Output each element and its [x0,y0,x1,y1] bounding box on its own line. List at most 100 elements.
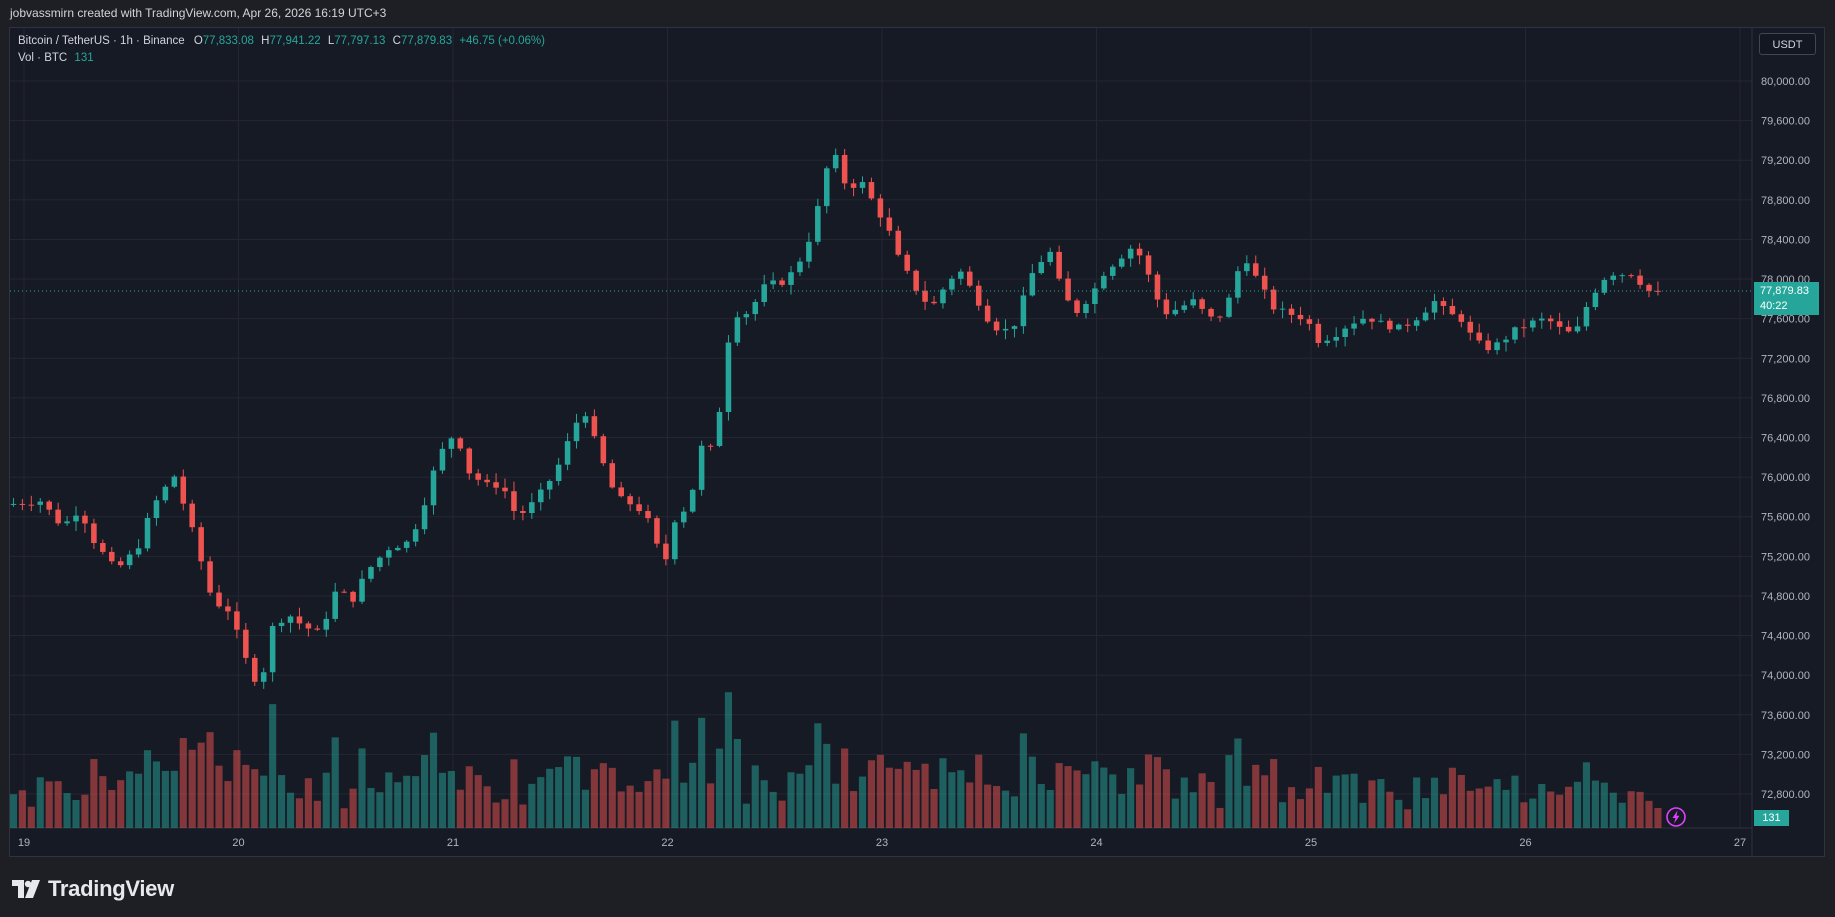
candle-body [457,438,464,449]
candle-body [797,261,803,273]
volume-bar [564,756,572,828]
candle-body [144,518,151,549]
candle-body [1047,251,1053,263]
tradingview-logo[interactable]: TradingView [12,876,174,902]
volume-bar [1127,768,1135,828]
candle-body [1521,327,1527,329]
volume-bar [1305,788,1313,828]
candle-body [743,314,750,318]
candle-body [1655,290,1661,292]
volume-bar [1529,798,1537,828]
candle-body [1413,320,1420,326]
candle-body [609,463,616,488]
volume-bar [1350,773,1358,828]
price-tick-label: 72,800.00 [1761,789,1810,801]
price-tick-label: 80,000.00 [1761,76,1810,88]
bar-countdown: 40:22 [1760,300,1788,312]
candle-body [868,182,875,199]
candle-body [913,270,919,291]
candle-body [1101,275,1107,289]
candle-body [1181,305,1188,310]
volume-label[interactable]: Vol · BTC [18,52,68,64]
candle-body [82,515,88,524]
volume-bar [1091,761,1099,828]
volume-bar [27,806,35,828]
candle-body [1011,326,1018,329]
candle-body [689,489,696,512]
candle-body [162,486,169,501]
volume-bar [179,738,187,828]
volume-bar [483,786,491,828]
candle-body [64,521,70,524]
candle-body [421,505,428,530]
volume-bar [1422,798,1430,828]
candle-body [582,416,589,423]
volume-bar [742,803,750,828]
candle-body [663,543,669,560]
candle-body [10,503,17,505]
candle-body [207,561,213,593]
candle-body [1092,288,1098,304]
price-tick-label: 76,400.00 [1761,433,1810,445]
volume-bar [966,782,974,828]
volume-bar [63,793,71,828]
candle-body [377,557,383,568]
volume-bar [1547,791,1555,828]
candle-body [368,567,374,579]
volume-bar [841,748,849,828]
candle-body [680,511,687,523]
volume-price-label: 131 [1754,810,1789,826]
candle-body [1619,275,1625,277]
candle-body [520,510,526,514]
volume-bar [18,790,26,828]
candle-body [171,476,178,487]
volume-bar [1502,789,1510,828]
candle-body [654,518,660,544]
lightning-icon[interactable] [1665,806,1687,828]
volume-bar [170,770,178,828]
close-value: 77,879.83 [400,35,453,47]
candle-body [1038,262,1045,274]
candle-body [466,448,473,474]
volume-bar [1573,781,1582,828]
candle-body [1538,318,1545,321]
candle-body [1190,299,1196,306]
currency-selector[interactable]: USDT [1759,33,1816,55]
price-tick-label: 73,200.00 [1761,749,1810,761]
chart-pane[interactable] [9,27,1825,857]
price-tick-label: 78,400.00 [1761,234,1810,246]
candle-body [1065,278,1071,301]
price-tick-label: 79,200.00 [1761,155,1810,167]
volume-bar [1609,792,1617,828]
candle-body [734,317,741,343]
volume-bar [581,789,590,828]
volume-bar [251,769,259,828]
volume-bar [885,767,893,828]
candle-body [564,441,571,465]
volume-bar [1323,792,1331,828]
volume-bar [1466,790,1474,828]
volume-bar [894,768,902,828]
candle-body [618,487,624,497]
volume-bar [814,723,822,828]
candle-body [439,448,446,471]
volume-bar [376,792,384,828]
volume-bar [510,759,518,828]
candle-body [841,154,848,184]
volume-bar [805,765,813,828]
candle-body [546,480,553,490]
symbol-title[interactable]: Bitcoin / TetherUS · 1h · Binance [18,35,185,47]
candle-body [1297,314,1304,320]
candle-body [1628,275,1634,277]
volume-bar [1189,792,1197,828]
candle-body [135,548,142,555]
candle-body [386,550,392,558]
candle-body [1244,263,1250,272]
volume-bar [1582,762,1591,828]
volume-bar [1645,800,1653,828]
volume-bar [1243,785,1251,828]
volume-bar [698,717,706,828]
volume-bar [1475,788,1483,828]
candle-body [895,230,902,255]
